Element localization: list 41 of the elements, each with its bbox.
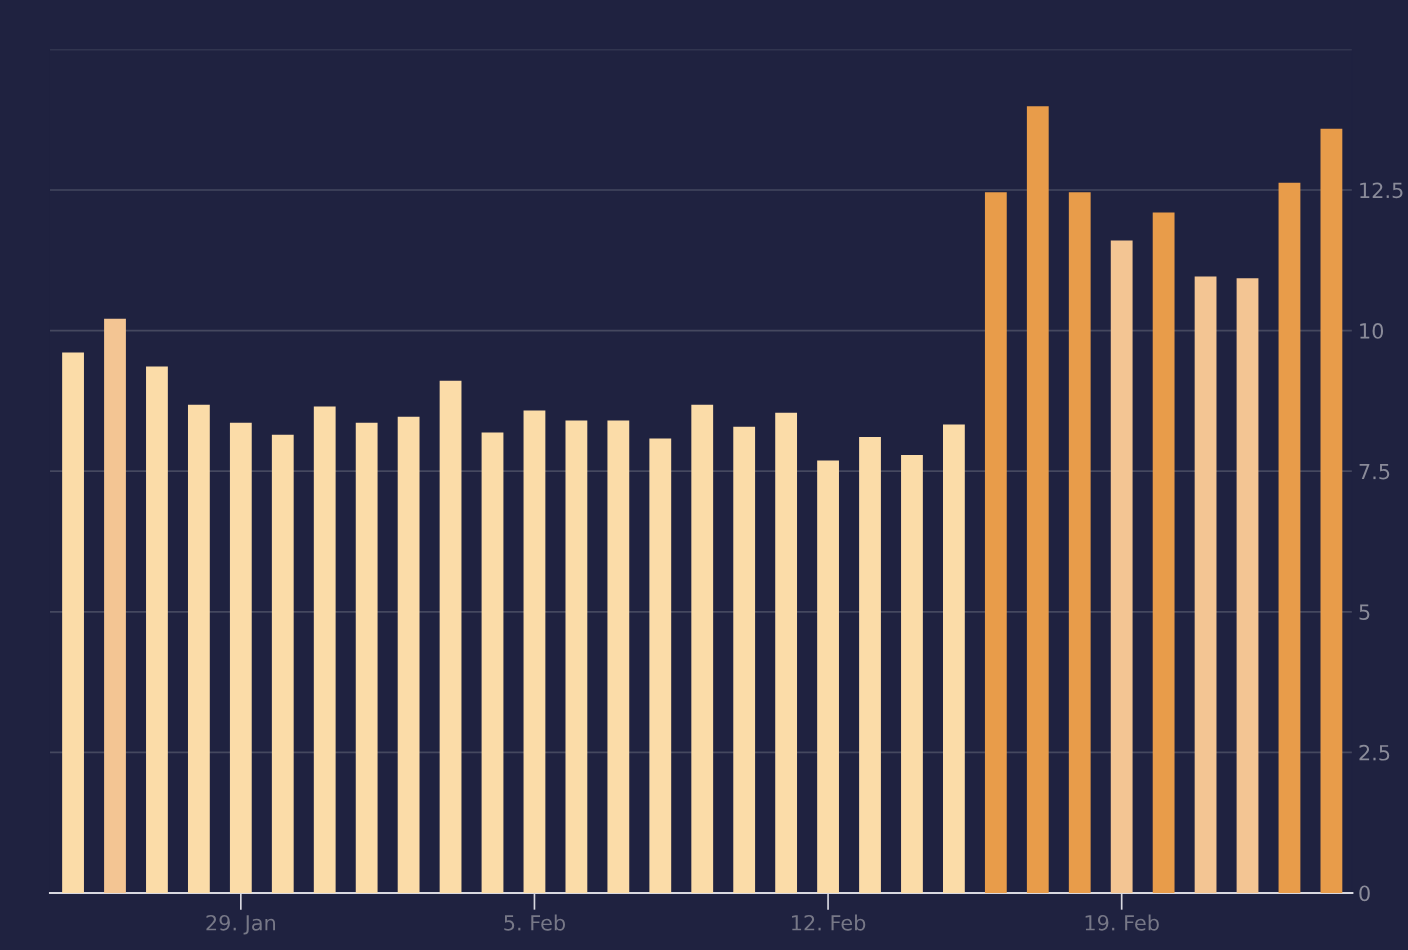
bar xyxy=(229,422,252,893)
bar xyxy=(565,420,588,893)
bar xyxy=(1278,182,1301,893)
y-tick-label: 5 xyxy=(1359,604,1370,621)
y-tick-label: 2.5 xyxy=(1359,744,1390,761)
x-tick-label: 5. Feb xyxy=(504,914,565,931)
bar xyxy=(1236,278,1259,893)
bar xyxy=(271,434,294,893)
y-tick-label: 12.5 xyxy=(1360,182,1403,199)
x-tick-label: 19. Feb xyxy=(1085,914,1159,931)
y-tick-label: 0 xyxy=(1359,885,1370,902)
bar xyxy=(439,380,462,893)
bar xyxy=(817,460,839,893)
bar xyxy=(1110,240,1133,893)
bar xyxy=(397,416,420,893)
bar xyxy=(523,410,546,893)
bar xyxy=(691,404,714,893)
bar xyxy=(1194,276,1217,893)
bar xyxy=(733,426,756,893)
bar xyxy=(481,432,504,893)
bar xyxy=(1068,192,1091,893)
bar xyxy=(104,318,126,893)
bar xyxy=(901,454,923,893)
y-tick-label: 7.5 xyxy=(1359,463,1390,480)
bar xyxy=(62,352,84,893)
bar xyxy=(187,404,210,893)
y-tick-label: 10 xyxy=(1360,323,1384,339)
x-tick-label: 29. Jan xyxy=(206,914,275,935)
bar xyxy=(984,192,1007,893)
bar xyxy=(607,420,630,893)
bar xyxy=(943,424,965,893)
bar xyxy=(313,406,336,893)
bar xyxy=(1320,128,1343,893)
bar xyxy=(775,412,798,893)
bar xyxy=(1026,106,1049,893)
bar xyxy=(355,422,378,893)
bar xyxy=(1152,212,1175,893)
bar xyxy=(649,438,672,893)
bar xyxy=(146,366,168,893)
bar xyxy=(859,436,881,893)
x-tick-label: 12. Feb xyxy=(792,914,866,931)
